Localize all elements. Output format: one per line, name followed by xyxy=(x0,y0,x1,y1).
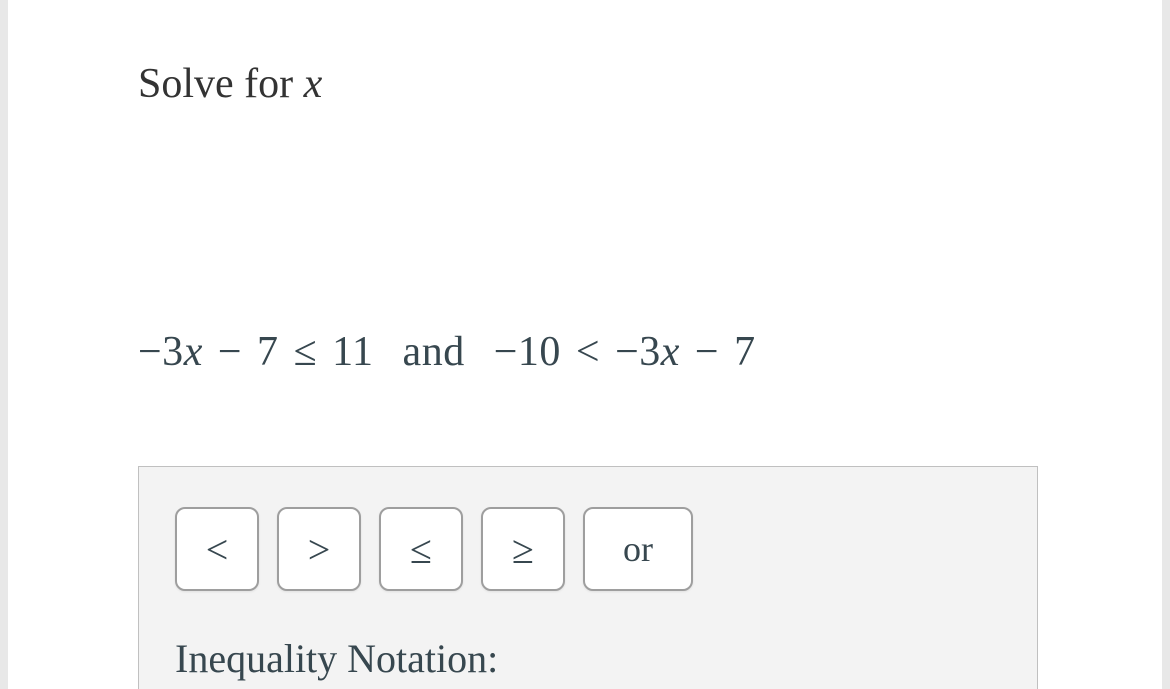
compound-inequality: −3x − 7 ≤ 11 and −10 < −3x − 7 xyxy=(138,328,1032,376)
lhs1-const: 7 xyxy=(257,329,279,375)
inequality-notation-label: Inequality Notation: xyxy=(175,635,1001,682)
operator-button-row: < > ≤ ≥ or xyxy=(175,507,1001,591)
less-equal-button[interactable]: ≤ xyxy=(379,507,463,591)
or-button[interactable]: or xyxy=(583,507,693,591)
answer-box: < > ≤ ≥ or Inequality Notation: xyxy=(138,466,1038,689)
prompt-variable: x xyxy=(304,61,323,107)
lhs2: −10 xyxy=(494,329,561,375)
lhs1-minus: − xyxy=(203,329,257,375)
page-container: Solve for x −3x − 7 ≤ 11 and −10 < −3x −… xyxy=(0,0,1170,689)
lhs1-var: x xyxy=(184,329,203,375)
prompt-text: Solve for x xyxy=(138,60,1032,108)
greater-equal-button[interactable]: ≥ xyxy=(481,507,565,591)
rhs1: 11 xyxy=(332,329,373,375)
rhs2-coef: −3 xyxy=(615,329,661,375)
rhs2-const: 7 xyxy=(734,329,756,375)
less-than-button[interactable]: < xyxy=(175,507,259,591)
rhs2-var: x xyxy=(661,329,680,375)
greater-than-button[interactable]: > xyxy=(277,507,361,591)
lhs1-coef: −3 xyxy=(138,329,184,375)
prompt-prefix: Solve for xyxy=(138,61,304,107)
rel1: ≤ xyxy=(279,329,333,375)
rhs2-minus: − xyxy=(680,329,734,375)
conjunction: and xyxy=(374,329,494,375)
rel2: < xyxy=(561,329,615,375)
content-area: Solve for x −3x − 7 ≤ 11 and −10 < −3x −… xyxy=(8,0,1162,689)
